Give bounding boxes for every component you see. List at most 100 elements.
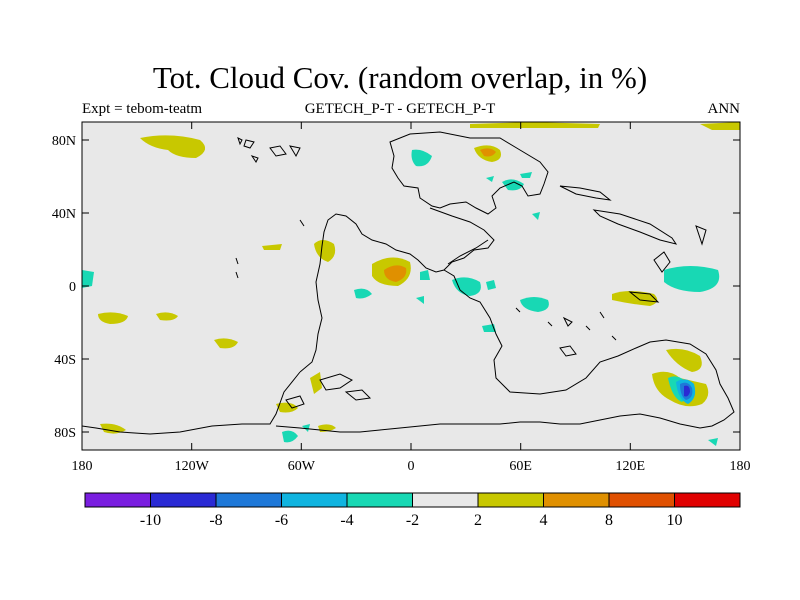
strong-negative-anomaly-regions bbox=[676, 379, 696, 404]
map-title: Tot. Cloud Cov. (random overlap, in %) bbox=[152, 60, 648, 95]
anomaly-region bbox=[486, 176, 494, 182]
anomaly-region bbox=[708, 438, 718, 446]
y-tick-label: 80S bbox=[54, 426, 76, 441]
anomaly-region bbox=[416, 296, 424, 304]
y-tick-label: 0 bbox=[69, 280, 76, 295]
colorbar-label: -6 bbox=[275, 512, 288, 529]
colorbar-label: 4 bbox=[540, 512, 548, 529]
colorbar-swatch bbox=[346, 492, 413, 508]
anomaly-region bbox=[314, 240, 336, 262]
coastline bbox=[547, 321, 553, 327]
anomaly-region bbox=[664, 266, 720, 292]
colorbar-label: -2 bbox=[406, 512, 419, 529]
anomaly-region bbox=[276, 402, 298, 413]
anomaly-region bbox=[384, 265, 407, 282]
anomaly-region bbox=[532, 212, 540, 220]
coastline bbox=[447, 239, 489, 265]
coastline bbox=[344, 389, 372, 401]
pangaea-coastline bbox=[299, 207, 495, 373]
anomaly-region bbox=[156, 312, 178, 321]
colorbar-swatch bbox=[412, 492, 479, 508]
colorbar-swatch bbox=[608, 492, 675, 508]
colorbar-swatch bbox=[150, 492, 217, 508]
map-background bbox=[82, 122, 740, 450]
anomaly-region bbox=[302, 424, 310, 432]
colorbar-label: -8 bbox=[209, 512, 222, 529]
colorbar-swatch bbox=[477, 492, 544, 508]
colorbar bbox=[84, 492, 741, 508]
y-tick-label: 40S bbox=[54, 353, 76, 368]
anomaly-region bbox=[666, 348, 702, 372]
coastline bbox=[585, 325, 591, 331]
coastline bbox=[515, 307, 521, 313]
anomaly-region bbox=[452, 277, 481, 296]
x-tick-label: 180 bbox=[730, 459, 751, 474]
negative-anomaly-regions bbox=[82, 149, 720, 446]
pangaea-coastline bbox=[275, 269, 735, 433]
coastlines bbox=[82, 131, 735, 435]
anomaly-region bbox=[420, 270, 430, 280]
anomaly-region bbox=[520, 297, 549, 312]
coastline bbox=[695, 225, 707, 246]
colorbar-swatch bbox=[543, 492, 610, 508]
y-tick-label: 40N bbox=[52, 207, 76, 222]
coastline bbox=[250, 155, 259, 163]
coastline bbox=[599, 311, 605, 319]
colorbar-label: 2 bbox=[474, 512, 482, 529]
model-label: GETECH_P-T - GETECH_P-T bbox=[304, 101, 496, 117]
x-tick-label: 60W bbox=[288, 459, 316, 474]
y-axis-ticks bbox=[82, 139, 740, 433]
colorbar-swatch bbox=[215, 492, 282, 508]
coastline bbox=[653, 251, 671, 273]
colorbar-label: -4 bbox=[340, 512, 353, 529]
colorbar-labels: -10 -8 -6 -4 -2 2 4 8 10 bbox=[140, 512, 683, 529]
colorbar-label: 10 bbox=[667, 512, 683, 529]
pangaea-coastline bbox=[389, 131, 549, 215]
colorbar-swatch bbox=[674, 492, 741, 508]
anomaly-region bbox=[486, 280, 496, 290]
colorbar-label: 8 bbox=[605, 512, 613, 529]
anomaly-region bbox=[100, 423, 126, 434]
colorbar-swatch bbox=[84, 492, 151, 508]
x-tick-label: 180 bbox=[72, 459, 93, 474]
y-tick-labels: 80N 40N 0 40S 80S bbox=[52, 134, 76, 441]
colorbar-swatch bbox=[281, 492, 348, 508]
colorbar-label: -10 bbox=[140, 512, 161, 529]
map-content bbox=[82, 122, 740, 446]
anomaly-region bbox=[411, 149, 432, 167]
coastline bbox=[235, 257, 239, 265]
coastline bbox=[299, 219, 305, 227]
x-tick-label: 120W bbox=[175, 459, 210, 474]
anomaly-region bbox=[684, 385, 690, 397]
x-tick-labels: 180 120W 60W 0 60E 120E 180 bbox=[72, 459, 751, 474]
coastline bbox=[628, 291, 660, 303]
coastline bbox=[269, 145, 287, 157]
coastline bbox=[562, 316, 573, 327]
anomaly-region bbox=[98, 312, 128, 324]
anomaly-region bbox=[470, 122, 600, 128]
anomaly-region bbox=[82, 270, 94, 288]
anomaly-region bbox=[282, 430, 298, 443]
anomaly-region bbox=[520, 172, 532, 178]
coastline bbox=[288, 145, 301, 158]
coastline bbox=[235, 271, 239, 279]
coastline bbox=[559, 345, 577, 357]
anomaly-region bbox=[214, 338, 238, 349]
coastline bbox=[592, 209, 678, 245]
x-tick-label: 60E bbox=[509, 459, 532, 474]
anomaly-region bbox=[354, 288, 372, 299]
anomaly-region bbox=[480, 148, 496, 157]
season-label: ANN bbox=[707, 101, 741, 117]
coastline bbox=[559, 185, 612, 201]
coastline bbox=[237, 137, 243, 146]
anomaly-region bbox=[502, 179, 524, 191]
anomaly-region bbox=[612, 291, 658, 306]
experiment-label: Expt = tebom-teatm bbox=[82, 101, 203, 117]
anomaly-region bbox=[310, 372, 322, 394]
anomaly-region bbox=[140, 135, 206, 158]
coastline bbox=[243, 139, 255, 149]
coastline bbox=[319, 373, 353, 391]
coastline bbox=[285, 395, 305, 409]
positive-anomaly-regions bbox=[98, 122, 740, 434]
